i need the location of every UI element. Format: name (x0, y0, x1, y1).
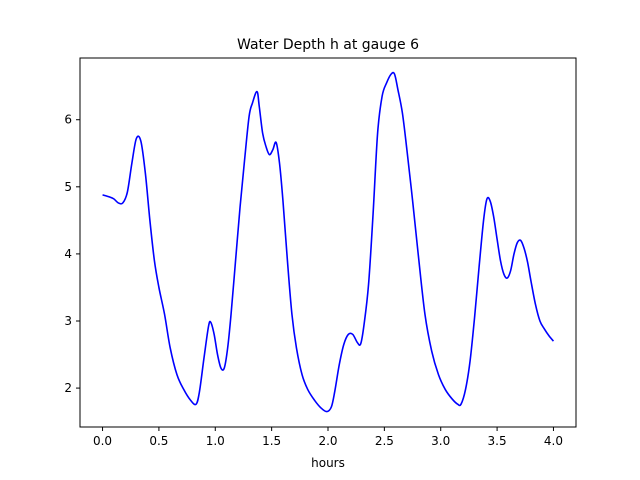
x-axis-label: hours (311, 456, 345, 470)
chart-title: Water Depth h at gauge 6 (237, 37, 419, 53)
x-tick-label: 1.5 (262, 434, 281, 448)
y-tick-label: 5 (64, 180, 72, 194)
x-axis: 0.0 0.5 1.0 1.5 2.0 2.5 3.0 3.5 4.0 (93, 427, 563, 448)
series-line (102, 71, 555, 413)
y-axis: 2 3 4 5 6 (64, 113, 80, 395)
x-tick-label: 4.0 (544, 434, 563, 448)
x-tick-label: 1.0 (206, 434, 225, 448)
x-tick-label: 3.0 (431, 434, 450, 448)
x-tick-label: 2.5 (375, 434, 394, 448)
x-tick-label: 0.5 (149, 434, 168, 448)
x-tick-label: 3.5 (488, 434, 507, 448)
series-layer (102, 71, 555, 413)
x-tick-label: 2.0 (318, 434, 337, 448)
x-tick-label: 0.0 (93, 434, 112, 448)
plot-frame (79, 57, 577, 428)
y-tick-label: 4 (64, 247, 72, 261)
y-tick-label: 2 (64, 381, 72, 395)
y-tick-label: 6 (64, 113, 72, 127)
y-tick-label: 3 (64, 314, 72, 328)
